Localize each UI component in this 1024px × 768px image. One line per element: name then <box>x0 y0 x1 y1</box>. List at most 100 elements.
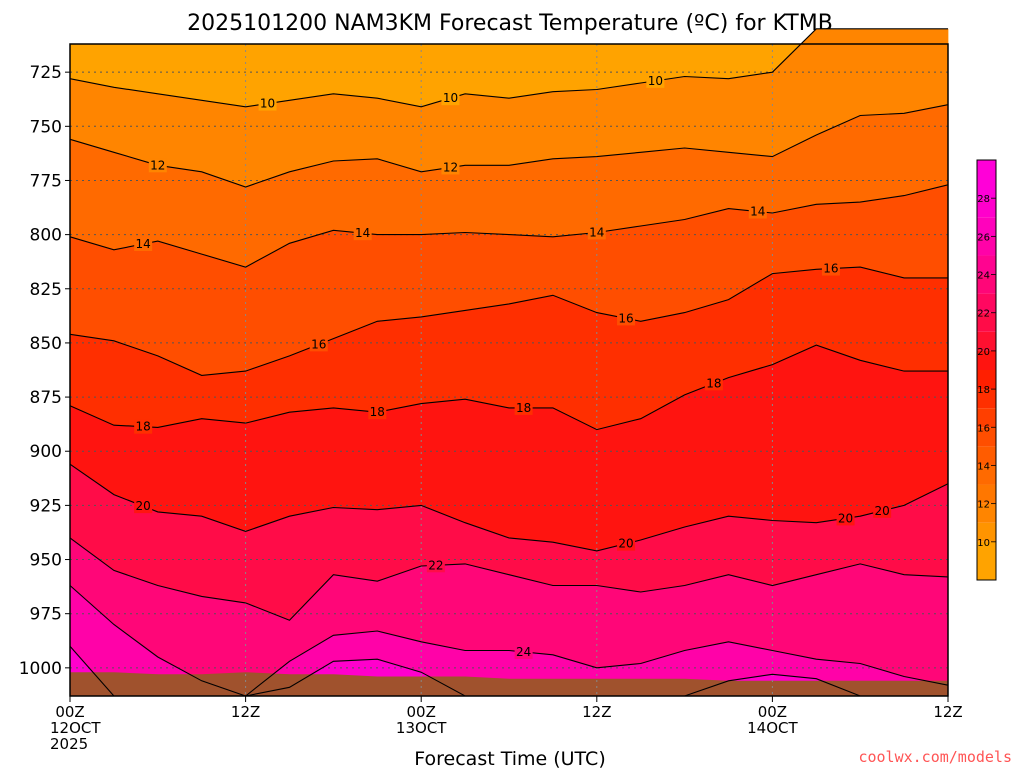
isotherm-label: 16 <box>311 337 326 351</box>
isotherm-label: 18 <box>516 401 531 415</box>
colorbar-swatch <box>977 198 996 218</box>
isotherm-label-bg <box>309 337 328 352</box>
x-tick-label: 00Z <box>758 703 787 721</box>
colorbar-label: 10 <box>977 538 990 549</box>
y-tick-label: 925 <box>30 496 62 516</box>
isotherm-label: 20 <box>838 511 853 525</box>
isotherm-label: 14 <box>589 225 604 239</box>
isotherm-label: 12 <box>150 158 165 172</box>
isotherm-label: 18 <box>370 405 385 419</box>
colorbar-label: 14 <box>977 461 990 472</box>
isotherm-18 <box>69 344 948 431</box>
colorbar-label: 26 <box>977 232 990 243</box>
y-tick-label: 775 <box>30 171 62 191</box>
isotherm-label-bg <box>704 376 723 391</box>
chart-title: 2025101200 NAM3KM Forecast Temperature (… <box>187 11 833 36</box>
isotherm-24 <box>69 585 949 697</box>
isotherm-label: 24 <box>516 645 531 659</box>
isotherm-label-bg <box>148 158 167 173</box>
colorbar-label: 18 <box>977 385 990 396</box>
colorbar-swatch <box>977 293 996 313</box>
isotherm-label-bg <box>426 558 445 573</box>
isotherm-label: 16 <box>823 262 838 276</box>
x-tick-label: 2025 <box>50 735 88 753</box>
colorbar-swatch <box>977 331 996 351</box>
isotherm-label: 10 <box>443 91 458 105</box>
y-tick-label: 825 <box>30 280 62 300</box>
isotherm-label-bg <box>821 261 840 276</box>
colorbar-swatch <box>977 312 996 332</box>
colorbar-swatch <box>977 350 996 370</box>
isotherm-label: 14 <box>750 205 765 219</box>
y-tick-label: 750 <box>30 117 62 137</box>
plot-area: 10 10 10 12 12 14 14 14 14 16 16 16 18 18 18 18 20 20 20 20… <box>69 28 949 697</box>
isotherm-label-bg <box>617 536 636 551</box>
isotherm-label: 14 <box>136 237 151 251</box>
isotherm-label: 18 <box>136 420 151 434</box>
colorbar-frame <box>976 159 997 581</box>
x-tick-label: 12Z <box>582 703 611 721</box>
y-tick-label: 800 <box>30 226 62 246</box>
y-tick-label: 975 <box>30 605 62 625</box>
isotherm-label: 10 <box>648 74 663 88</box>
plot-frame <box>69 43 949 697</box>
y-tick-label: 900 <box>30 442 62 462</box>
colorbar-swatch <box>977 427 996 447</box>
x-tick-label: 12Z <box>933 703 962 721</box>
isotherm-label: 14 <box>355 226 370 240</box>
x-tick-label: 12Z <box>231 703 260 721</box>
colorbar-swatch <box>977 446 996 466</box>
isotherm-label-bg <box>258 96 277 111</box>
isotherm-14 <box>69 184 949 268</box>
x-tick-label: 13OCT <box>396 719 447 737</box>
x-axis-title: Forecast Time (UTC) <box>414 748 605 768</box>
x-tick-label: 12OCT <box>50 719 101 737</box>
isotherm-label: 10 <box>260 97 275 111</box>
isotherm-label-bg <box>646 73 665 88</box>
isotherm-12 <box>69 104 949 188</box>
colorbar-swatch <box>977 255 996 275</box>
y-tick-label: 850 <box>30 334 62 354</box>
isotherm-label-bg <box>514 400 533 415</box>
isotherm-label: 20 <box>875 504 890 518</box>
colorbar-swatch <box>977 236 996 256</box>
colorbar-swatch <box>977 217 996 237</box>
colorbar-label: 24 <box>977 271 990 282</box>
isotherm-16 <box>69 266 948 376</box>
isotherm-label: 20 <box>618 537 633 551</box>
colorbar-swatch <box>977 160 996 199</box>
isotherm-label-bg <box>873 503 892 518</box>
isotherm-label: 22 <box>428 558 443 572</box>
y-tick-label: 950 <box>30 551 62 571</box>
isotherm-label: 16 <box>618 311 633 325</box>
colorbar-label: 22 <box>977 309 990 320</box>
isotherm-22 <box>69 537 949 621</box>
colorbar-swatch <box>977 465 996 485</box>
colorbar-swatch <box>977 484 996 504</box>
y-tick-label: 725 <box>30 63 62 83</box>
isotherm-label-bg <box>134 499 153 514</box>
isotherm-label-bg <box>587 225 606 240</box>
x-tick-label: 14OCT <box>747 719 798 737</box>
isotherm-label-bg <box>368 405 387 420</box>
isotherm-label-bg <box>441 160 460 175</box>
isotherm-label-bg <box>617 311 636 326</box>
isotherm-label: 12 <box>443 160 458 174</box>
isotherm-label: 18 <box>706 376 721 390</box>
colorbar-swatch <box>977 503 996 523</box>
colorbar-swatch <box>977 522 996 542</box>
y-tick-label: 1000 <box>19 659 62 679</box>
colorbar-swatch <box>977 389 996 409</box>
isotherm-label-bg <box>134 237 153 252</box>
colorbar-label: 12 <box>977 500 990 511</box>
isotherm-label: 20 <box>136 499 151 513</box>
colorbar-swatch <box>977 408 996 428</box>
colorbar-legend: 10 12 14 16 18 20 22 24 26 28 <box>976 159 997 581</box>
isotherm-label-bg <box>514 644 533 659</box>
y-axis: 725 750 775 800 825 850 875 900 925 950 975 1000 <box>19 63 70 679</box>
x-tick-label: 00Z <box>55 703 84 721</box>
x-tick-label: 00Z <box>407 703 436 721</box>
isotherm-label-bg <box>134 419 153 434</box>
